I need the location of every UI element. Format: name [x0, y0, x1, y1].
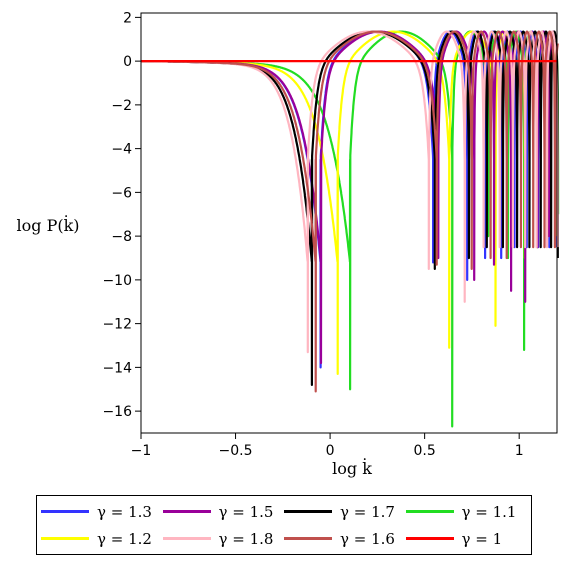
legend-swatch [41, 537, 89, 540]
legend-swatch [162, 537, 211, 540]
x-tick-label: 1 [515, 443, 524, 459]
legend-item: γ = 1.1 [405, 498, 528, 525]
legend-label: γ = 1.3 [97, 502, 152, 521]
legend-swatch [405, 537, 454, 540]
y-tick-label: −16 [102, 404, 132, 420]
legend-item: γ = 1.5 [162, 498, 285, 525]
legend-item: γ = 1.8 [162, 525, 285, 552]
legend-label: γ = 1.5 [218, 502, 274, 521]
y-axis-title: log P(k̇) [16, 215, 79, 235]
y-tick-label: −8 [111, 229, 132, 245]
legend-item: γ = 1.2 [41, 525, 163, 552]
legend-item: γ = 1.7 [284, 498, 406, 525]
axes-layer: −1 −0.5 0 0.5 1 2 0 −2 −4 −6 −8 −10 −12 −14 −16 [102, 10, 558, 459]
legend: γ = 1.3 γ = 1.5 γ = 1.7 γ = 1.1 γ = 1.2 γ = 1… [36, 495, 532, 555]
y-tick-label: −4 [111, 142, 132, 158]
legend-item: γ = 1.3 [41, 498, 163, 525]
x-axis-title: log k̇ [332, 458, 372, 478]
legend-swatch [162, 510, 211, 513]
y-tick-label: 0 [123, 54, 132, 70]
legend-label: γ = 1.8 [218, 529, 274, 548]
legend-swatch [405, 510, 454, 513]
plot-frame [140, 12, 558, 434]
legend-swatch [284, 537, 332, 540]
legend-swatch [41, 510, 89, 513]
plot-area: −1 −0.5 0 0.5 1 2 0 −2 −4 −6 −8 −10 −12 −14 −16 log k̇… [16, 10, 560, 478]
x-tick-label: −0.5 [219, 443, 253, 459]
y-tick-label: 2 [123, 10, 132, 26]
legend-label: γ = 1.1 [461, 502, 517, 521]
series-layer [140, 30, 560, 428]
legend-label: γ = 1 [461, 529, 503, 548]
x-tick-label: −1 [131, 443, 152, 459]
y-tick-label: −6 [111, 185, 132, 201]
y-tick-label: −2 [111, 98, 132, 114]
legend-item: γ = 1 [405, 525, 528, 552]
y-tick-label: −10 [102, 273, 132, 289]
legend-label: γ = 1.7 [340, 502, 395, 521]
y-tick-label: −14 [102, 360, 132, 376]
legend-label: γ = 1.2 [97, 529, 152, 548]
legend-swatch [284, 510, 332, 513]
legend-item: γ = 1.6 [284, 525, 406, 552]
series-line [140, 30, 559, 393]
x-tick-label: 0.5 [414, 443, 436, 459]
legend-label: γ = 1.6 [340, 529, 395, 548]
x-tick-label: 0 [326, 443, 335, 459]
y-tick-label: −12 [102, 317, 132, 333]
